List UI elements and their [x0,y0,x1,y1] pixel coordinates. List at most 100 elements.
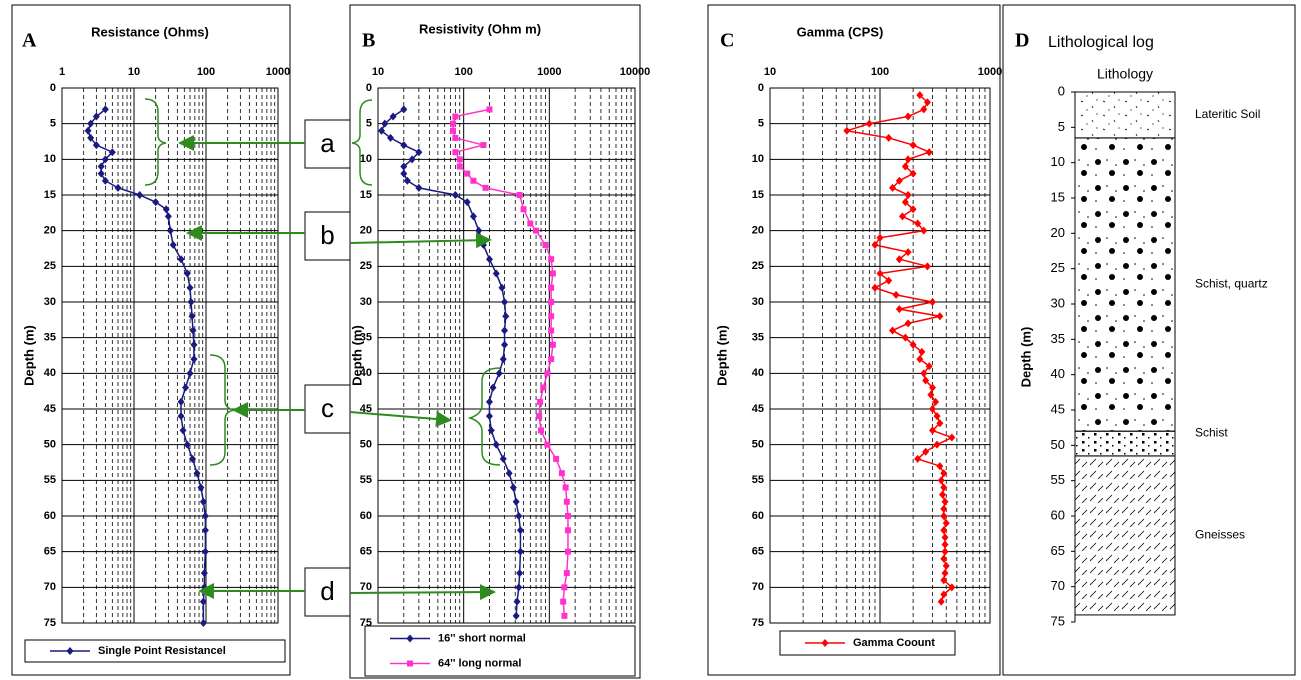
legend-label: Single Point Resistancel [98,645,226,657]
y-tick-label: 50 [1051,437,1065,452]
panel-frame [11,4,291,676]
data-point [898,212,906,221]
data-point [92,141,100,150]
data-point [387,133,395,142]
data-point [941,540,949,549]
data-point [186,369,194,378]
data-point [940,483,948,492]
data-point [920,105,928,114]
data-point [179,426,187,435]
data-point [449,127,456,134]
y-tick-label: 45 [752,403,764,415]
data-point [516,547,524,556]
data-point [941,533,949,542]
data-point [199,597,207,606]
data-point [463,198,471,207]
annotation-label: b [320,220,334,250]
legend-label: 64'' long normal [438,657,521,669]
y-tick-label: 35 [1051,331,1065,346]
data-point [564,513,571,519]
data-point [512,611,520,620]
data-point [199,497,207,506]
y-tick-label: 60 [1051,507,1065,522]
data-point [936,419,944,428]
panel-frame [349,4,641,679]
layer-label: Schist [1195,426,1228,440]
data-point [177,255,185,264]
x-tick-label: 100 [197,66,215,78]
data-point [941,547,949,556]
data-point [916,91,924,100]
data-point [939,490,947,499]
annotations [144,98,501,601]
data-point [538,427,545,434]
data-point [527,220,534,227]
legend-label: Gamma Coount [853,637,935,649]
data-point [101,105,109,114]
chart-title: Resistivity (Ohm m) [419,21,541,36]
data-point [876,269,884,278]
x-tick-label: 10 [764,66,776,78]
data-point [400,141,408,150]
panel-frame [1002,4,1296,676]
data-point [415,183,423,192]
data-point [564,548,571,555]
data-point [452,113,459,120]
data-point [563,498,570,505]
y-tick-label: 5 [758,118,764,130]
y-tick-label: 20 [1051,225,1065,240]
data-point [101,155,109,164]
data-point [937,597,945,606]
y-tick-label: 65 [1051,543,1065,558]
data-point [563,570,570,577]
y-axis-label: Depth (m) [1018,327,1033,388]
data-point [909,169,917,178]
y-tick-label: 10 [1051,154,1065,169]
data-point [885,133,893,142]
y-tick-label: 25 [360,260,372,272]
annotation-box [304,119,351,169]
data-point [97,169,105,178]
data-point [378,126,386,135]
data-point [564,527,571,534]
data-point [177,397,185,406]
layer [1074,91,1176,139]
data-point [904,112,912,121]
data-point [408,155,416,164]
data-point [189,326,197,335]
y-tick-label: 0 [50,82,56,94]
layer [1074,455,1176,616]
data-point [548,256,555,263]
data-point [501,326,509,335]
y-tick-label: 45 [44,403,56,415]
y-tick-label: 75 [1051,613,1065,628]
data-point [542,241,549,248]
y-tick-label: 25 [44,260,56,272]
data-point [469,212,477,221]
data-point [920,226,928,235]
data-point [186,283,194,292]
data-point [451,191,459,199]
y-tick-label: 35 [44,332,56,344]
y-tick-label: 30 [360,296,372,308]
data-point [544,441,551,448]
data-point [505,469,513,478]
data-point [895,305,903,314]
data-point [549,270,556,277]
data-point [928,383,936,392]
y-tick-label: 20 [44,225,56,237]
data-point [536,413,543,420]
data-point [513,597,521,606]
data-point [492,440,500,449]
data-point [400,162,408,171]
data-point [456,163,463,170]
data-point [871,283,879,292]
data-point [540,384,547,391]
data-point [114,183,122,192]
data-point [515,583,523,592]
data-point [190,340,198,349]
y-tick-label: 60 [44,510,56,522]
data-point [498,283,506,292]
data-point [501,340,509,349]
data-point [940,504,948,513]
